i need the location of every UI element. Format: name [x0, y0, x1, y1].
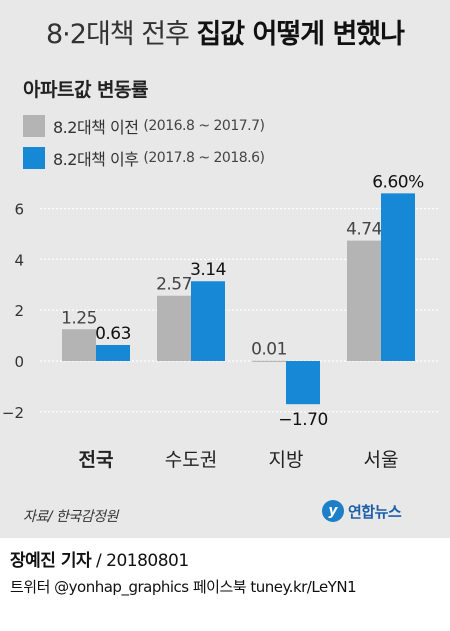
- y-tick-label: 6: [14, 201, 24, 219]
- byline-author: 장예진 기자: [10, 551, 92, 571]
- bar: [252, 360, 286, 362]
- byline: 장예진 기자 / 20180801: [10, 546, 189, 571]
- data-label: 3.14: [190, 260, 226, 280]
- bar: [347, 240, 381, 361]
- bar: [96, 344, 130, 361]
- legend-swatch-before: [23, 115, 45, 137]
- source-note: 자료/ 한국감정원: [23, 509, 118, 525]
- chart-subtitle: 아파트값 변동률: [23, 79, 148, 101]
- legend-label-after: 8.2대책 이후: [53, 150, 139, 169]
- data-label: 6.60%: [372, 172, 424, 192]
- bar: [381, 193, 415, 361]
- byline-date: / 20180801: [91, 551, 189, 571]
- social-links: 트위터 @yonhap_graphics 페이스북 tuney.kr/LeYN1: [10, 578, 357, 596]
- y-tick-label: 4: [14, 251, 24, 269]
- y-tick-label: 2: [14, 302, 24, 320]
- page-title: 8·2대책 전후 집값 어떻게 변했나: [0, 12, 450, 51]
- bar: [62, 329, 96, 361]
- x-category-label: 전국: [79, 449, 114, 471]
- logo-mark-icon: y: [322, 500, 344, 522]
- x-category-label: 수도권: [165, 449, 217, 471]
- legend-item-after: 8.2대책 이후 (2017.8 ~ 2018.6): [23, 146, 265, 170]
- legend-period-after: (2017.8 ~ 2018.6): [143, 150, 265, 166]
- x-category-label: 서울: [364, 449, 399, 471]
- title-part-1: 8·2대책 전후: [46, 19, 197, 50]
- x-category-label: 지방: [269, 449, 304, 471]
- legend-item-before: 8.2대책 이전 (2016.8 ~ 2017.7): [23, 114, 265, 138]
- bar: [157, 295, 191, 361]
- data-label: 4.74: [346, 220, 382, 240]
- data-label: 1.25: [61, 308, 97, 328]
- bar: [191, 281, 225, 361]
- data-label: −1.70: [278, 410, 328, 430]
- data-label: 2.57: [156, 275, 192, 295]
- data-label: 0.01: [251, 340, 287, 360]
- infographic-card: 8·2대책 전후 집값 어떻게 변했나 아파트값 변동률 8.2대책 이전 (2…: [0, 0, 450, 538]
- legend-period-before: (2016.8 ~ 2017.7): [143, 118, 265, 134]
- y-tick-label: 0: [14, 353, 24, 371]
- legend-label-before: 8.2대책 이전: [53, 118, 139, 137]
- data-label: 0.63: [95, 324, 131, 344]
- y-tick-label: −2: [2, 404, 24, 422]
- legend-swatch-after: [23, 147, 45, 169]
- bar: [286, 361, 320, 405]
- yonhap-logo: y 연합뉴스: [322, 500, 402, 522]
- title-part-2: 집값 어떻게 변했나: [196, 19, 405, 50]
- bar-chart: −2 0 2 4 6 1.250.63 전국 2.573.14 수도권 0.01 −1.70 지방 4.…: [2, 172, 440, 471]
- logo-text: 연합뉴스: [348, 502, 402, 521]
